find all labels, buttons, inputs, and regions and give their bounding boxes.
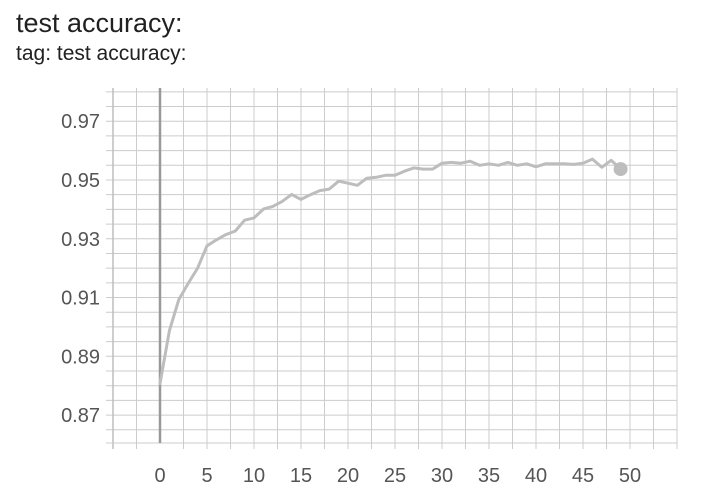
x-tick-label: 5 [201, 465, 212, 487]
x-tick-label: 20 [337, 465, 359, 487]
y-tick-label: 0.93 [61, 229, 100, 251]
series-line [158, 157, 623, 386]
x-tick-label: 25 [384, 465, 406, 487]
x-tick-label: 15 [290, 465, 312, 487]
x-tick-label: 0 [154, 465, 165, 487]
y-tick-label: 0.91 [61, 288, 100, 310]
x-tick-label: 50 [619, 465, 641, 487]
y-tick-label: 0.95 [61, 170, 100, 192]
chart-title: test accuracy: [16, 8, 183, 38]
chart-grid [106, 88, 678, 449]
x-tick-label: 30 [431, 465, 453, 487]
x-tick-label: 10 [243, 465, 265, 487]
chart-series [158, 157, 628, 386]
x-tick-label: 35 [478, 465, 500, 487]
highlight-point [613, 162, 628, 177]
x-tick-label: 45 [572, 465, 594, 487]
x-tick-label: 40 [525, 465, 547, 487]
chart-subtitle: tag: test accuracy: [16, 42, 187, 65]
y-tick-label: 0.87 [61, 405, 100, 427]
chart-tick-labels: 0 5 10 15 20 25 30 35 40 45 50 0.87 0.89 0.91 0.93 0.95… [61, 111, 641, 487]
y-tick-label: 0.97 [61, 111, 100, 133]
y-tick-label: 0.89 [61, 346, 100, 368]
